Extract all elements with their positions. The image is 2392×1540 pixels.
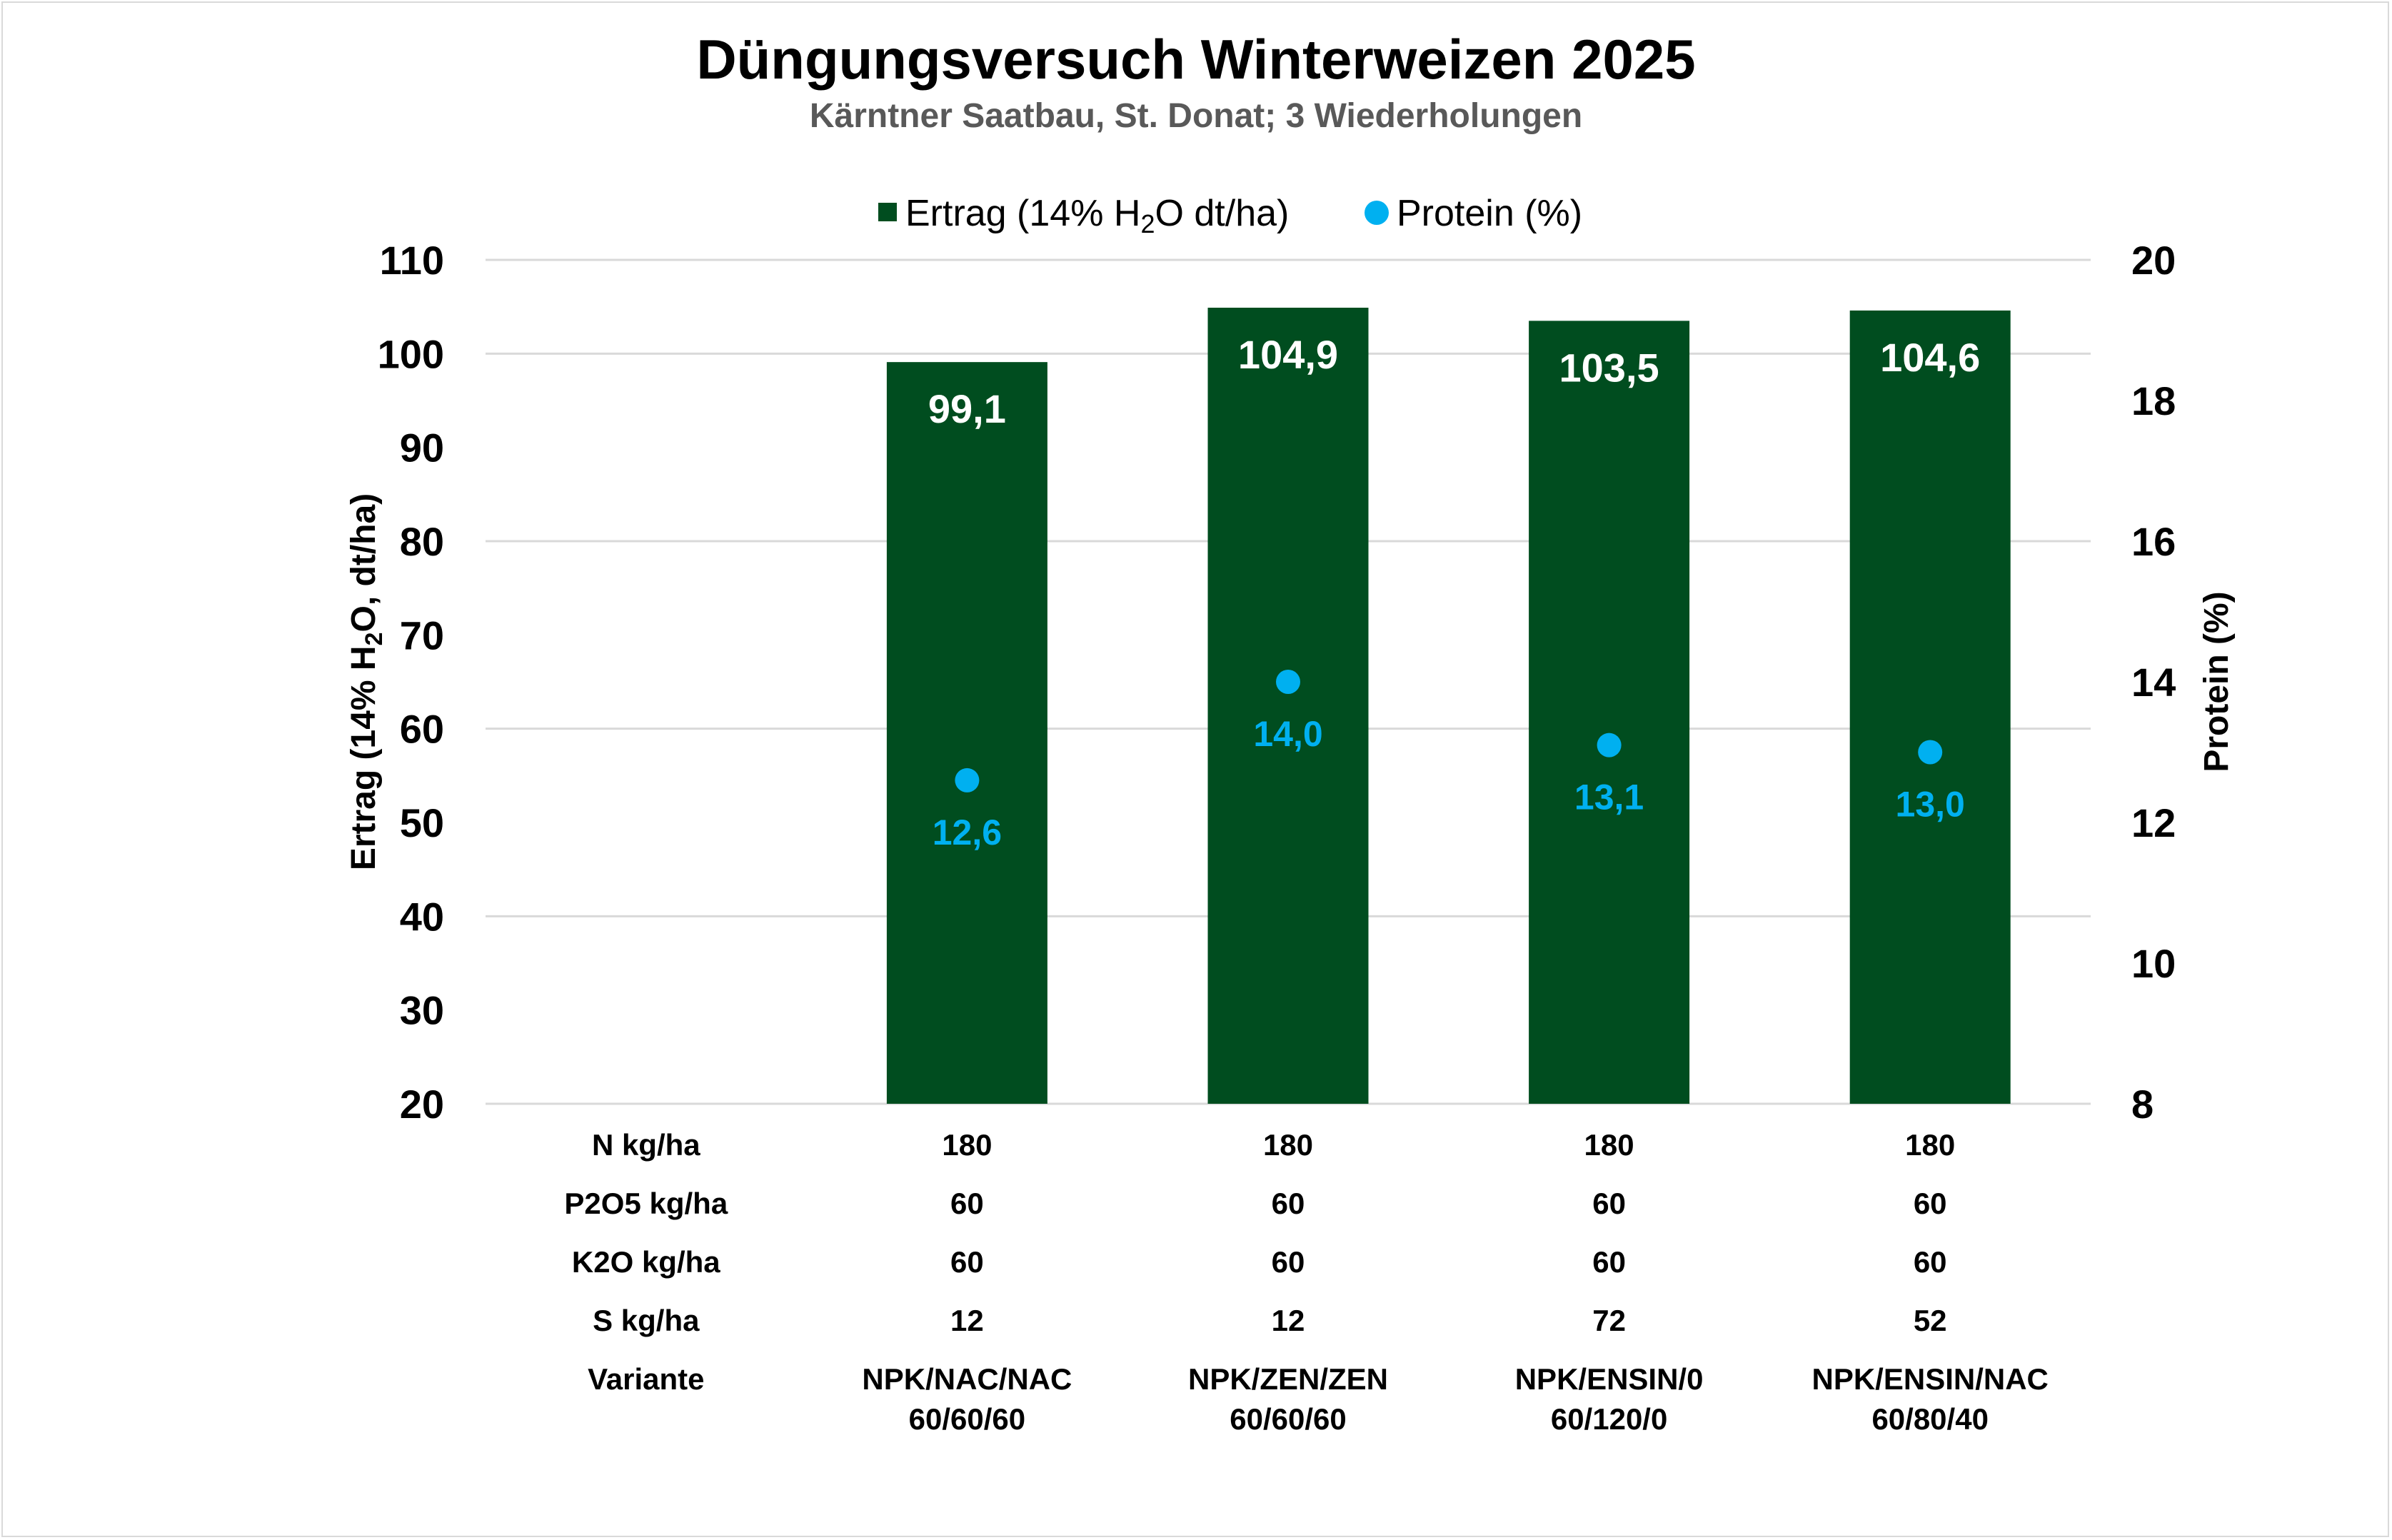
- table-cell: NPK/NAC/NAC: [862, 1362, 1072, 1396]
- table-cell: 12: [1272, 1304, 1305, 1337]
- y2-tick-label: 12: [2131, 800, 2176, 845]
- bar: [886, 362, 1047, 1104]
- table-row-label: S kg/ha: [593, 1304, 700, 1337]
- table-cell: 180: [1584, 1128, 1634, 1162]
- y2-tick-label: 14: [2131, 660, 2176, 705]
- legend-label-protein: Protein (%): [1397, 193, 1582, 234]
- y-tick-label: 80: [400, 519, 444, 564]
- protein-data-label: 14,0: [1253, 714, 1322, 754]
- table-cell: 60: [1914, 1245, 1947, 1279]
- table-cell: 52: [1914, 1304, 1947, 1337]
- table-cell: 60: [1272, 1245, 1305, 1279]
- protein-point: [1276, 670, 1300, 694]
- y2-tick-label: 18: [2131, 378, 2176, 423]
- y2-tick-label: 20: [2131, 238, 2176, 283]
- table-cell: 180: [1905, 1128, 1955, 1162]
- table-cell: 60: [950, 1245, 984, 1279]
- y-tick-label: 60: [400, 707, 444, 752]
- table-cell: 60: [1272, 1187, 1305, 1220]
- y-tick-label: 110: [380, 238, 444, 283]
- table-cell: 180: [1263, 1128, 1313, 1162]
- protein-data-label: 13,0: [1896, 785, 1965, 825]
- protein-point: [1597, 733, 1622, 758]
- table-cell: 60: [1592, 1245, 1626, 1279]
- table-cell: 60/80/40: [1871, 1402, 1989, 1436]
- table-cell: 12: [950, 1304, 984, 1337]
- table-cell: 180: [942, 1128, 992, 1162]
- y2-tick-label: 10: [2131, 941, 2176, 986]
- legend-swatch-protein: [1365, 201, 1389, 225]
- table-cell: 60/60/60: [1230, 1402, 1347, 1436]
- table-cell: 72: [1592, 1304, 1626, 1337]
- protein-point: [1918, 740, 1943, 765]
- table-cell: NPK/ENSIN/NAC: [1812, 1362, 2049, 1396]
- table-cell: 60: [1914, 1187, 1947, 1220]
- bar-data-label: 99,1: [928, 386, 1006, 431]
- bar: [1849, 310, 2011, 1104]
- legend-swatch-ertrag: [878, 203, 897, 221]
- table-cell: 60/120/0: [1551, 1402, 1668, 1436]
- bar-data-label: 104,6: [1880, 335, 1980, 380]
- bar-data-label: 103,5: [1559, 345, 1659, 390]
- legend-label-ertrag: Ertrag (14% H2O dt/ha): [905, 193, 1289, 238]
- table-cell: 60/60/60: [909, 1402, 1026, 1436]
- bar: [1207, 307, 1369, 1104]
- table-cell: NPK/ZEN/ZEN: [1188, 1362, 1388, 1396]
- y2-tick-label: 8: [2131, 1082, 2154, 1127]
- table-cell: 60: [950, 1187, 984, 1220]
- chart-subtitle: Kärntner Saatbau, St. Donat; 3 Wiederhol…: [809, 97, 1583, 135]
- table-cell: NPK/ENSIN/0: [1515, 1362, 1704, 1396]
- table-cell: 60: [1592, 1187, 1626, 1220]
- bar: [1529, 321, 1690, 1104]
- protein-point: [955, 768, 980, 792]
- y-tick-label: 40: [400, 894, 444, 939]
- y-tick-label: 100: [378, 331, 444, 376]
- y-tick-label: 20: [400, 1082, 444, 1127]
- y2-axis-title: Protein (%): [2198, 591, 2236, 772]
- table-row-label: N kg/ha: [592, 1128, 700, 1162]
- chart-title: Düngungsversuch Winterweizen 2025: [696, 28, 1696, 91]
- table-row-label: K2O kg/ha: [572, 1245, 720, 1279]
- y-axis-title: Ertrag (14% H2O, dt/ha): [345, 493, 388, 870]
- y-tick-label: 90: [400, 426, 444, 470]
- table-row-label: Variante: [588, 1362, 704, 1396]
- y-tick-label: 70: [400, 613, 444, 658]
- table-row-label: P2O5 kg/ha: [564, 1187, 728, 1220]
- protein-data-label: 12,6: [933, 812, 1002, 852]
- y2-tick-label: 16: [2131, 519, 2176, 564]
- bar-data-label: 104,9: [1238, 332, 1338, 377]
- y-tick-label: 30: [400, 988, 444, 1033]
- y-tick-label: 50: [400, 800, 444, 845]
- protein-data-label: 13,1: [1574, 777, 1644, 817]
